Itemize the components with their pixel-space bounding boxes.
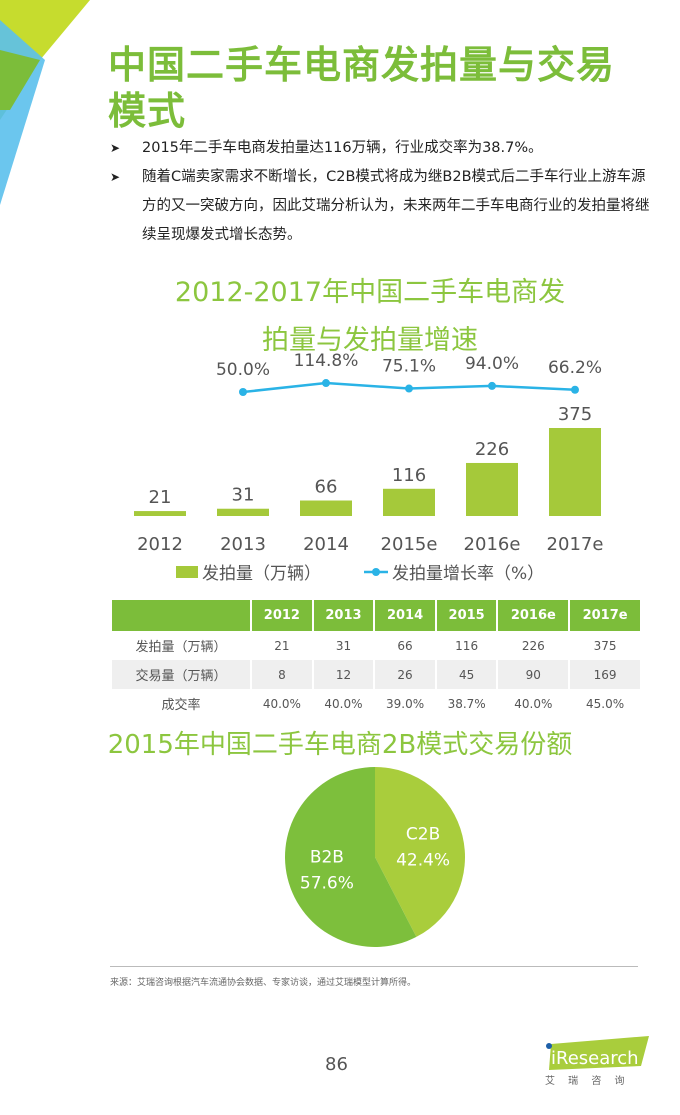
legend-bar-label: 发拍量（万辆） — [202, 564, 321, 584]
table-cell: 66 — [397, 638, 413, 653]
table-header: 2016e — [498, 600, 569, 631]
legend-line-marker — [372, 568, 380, 576]
data-table: 2012 2013 2014 2015 2016e 2017e 发拍量（万辆） 2… — [110, 600, 642, 718]
chart-title-line2: 拍量与发拍量增速 — [262, 325, 478, 356]
divider — [110, 966, 638, 967]
table-cell: 31 — [335, 638, 352, 653]
x-tick-label: 2014 — [303, 534, 349, 555]
table-header: 2015 — [436, 600, 497, 631]
growth-point — [322, 379, 330, 388]
chart-title-line1: 2012-2017年中国二手车电商发 — [174, 277, 566, 308]
table-header-blank — [112, 600, 251, 631]
row-header: 发拍量（万辆） — [135, 640, 227, 655]
table-row: 交易量（万辆） 8 12 26 45 90 169 — [112, 660, 640, 689]
table-cell: 45 — [436, 660, 497, 689]
growth-point — [405, 384, 413, 393]
arrow-right-icon: ➤ — [110, 141, 121, 155]
table-header: 2014 — [375, 600, 435, 631]
table-header: 2017e — [570, 600, 640, 631]
growth-label: 66.2% — [548, 358, 602, 378]
growth-point — [239, 388, 247, 396]
bullet-item: ➤ 随着C端卖家需求不断增长，C2B模式将成为继B2B模式后二手车行业上游车源方的… — [110, 163, 650, 250]
page-title: 中国二手车电商发拍量与交易模式 — [108, 43, 616, 133]
bar-label: 116 — [392, 465, 426, 486]
pie-slice-label: 57.6% — [300, 874, 354, 894]
growth-label: 50.0% — [216, 360, 270, 380]
table-cell: 40.0% — [262, 696, 301, 711]
table-row: 发拍量（万辆） 21 31 66 116 226 375 — [112, 631, 640, 660]
bar-label: 226 — [475, 439, 509, 460]
pie-title: 2015年中国二手车电商2B模式交易份额 — [107, 730, 573, 760]
table-cell: 375 — [593, 638, 617, 653]
table-header: 2012 — [252, 600, 312, 631]
bar-label: 31 — [232, 485, 255, 506]
bar — [217, 508, 269, 516]
x-tick-label: 2015e — [381, 534, 438, 555]
bar-line-chart: 21 2012 31 2013 66 2014 116 2015e 226 2016e 375 201… — [134, 351, 604, 584]
arrow-right-icon: ➤ — [110, 170, 121, 184]
bar — [466, 462, 518, 516]
table-cell: 169 — [570, 660, 640, 689]
pie-chart: C2B 42.4% B2B 57.6% — [285, 767, 465, 947]
x-tick-label: 2016e — [464, 534, 521, 555]
bullet-item: ➤ 2015年二手车电商发拍量达116万辆，行业成交率为38.7%。 — [110, 134, 650, 163]
bullet-text: 随着C端卖家需求不断增长，C2B模式将成为继B2B模式后二手车行业上游车源方的又… — [142, 169, 650, 243]
table-row: 成交率 40.0% 40.0% 39.0% 38.7% 40.0% 45.0% — [112, 689, 640, 718]
pie-slice-label: 42.4% — [396, 850, 450, 870]
bullet-text: 2015年二手车电商发拍量达116万辆，行业成交率为38.7%。 — [142, 140, 543, 156]
x-tick-label: 2012 — [137, 534, 183, 555]
pie-slice-b2b — [285, 767, 417, 947]
bar-label: 21 — [149, 487, 172, 508]
bar — [549, 428, 601, 516]
table-cell: 40.0% — [514, 696, 553, 711]
bar — [134, 511, 186, 516]
legend-bar-swatch — [176, 566, 198, 578]
x-tick-label: 2013 — [220, 534, 266, 555]
row-header: 成交率 — [161, 698, 201, 713]
iresearch-logo: iResearch 艾 瑞 咨 询 — [543, 1036, 651, 1090]
table-cell: 45.0% — [586, 696, 625, 711]
bar — [300, 500, 352, 516]
bullet-list: ➤ 2015年二手车电商发拍量达116万辆，行业成交率为38.7%。 ➤ 随着C端卖… — [110, 134, 650, 250]
table-cell: 226 — [521, 638, 545, 653]
table-cell: 90 — [498, 660, 569, 689]
table-header: 2013 — [313, 600, 374, 631]
bar-label: 375 — [558, 404, 592, 425]
bar-label: 66 — [315, 477, 338, 498]
growth-point — [571, 385, 579, 394]
table-cell: 12 — [313, 660, 374, 689]
source-note: 来源：艾瑞咨询根据汽车流通协会数据、专家访谈，通过艾瑞模型计算所得。 — [110, 978, 417, 988]
bar — [383, 488, 435, 516]
corner-decoration — [0, 0, 90, 205]
table-cell: 40.0% — [324, 696, 363, 711]
pie-slice-name: B2B — [310, 848, 344, 868]
table-cell: 8 — [252, 660, 312, 689]
row-header: 交易量（万辆） — [112, 660, 251, 689]
growth-label: 75.1% — [382, 357, 436, 377]
table-cell: 38.7% — [447, 696, 486, 711]
legend-line-label: 发拍量增长率（%） — [392, 564, 544, 584]
pie-slice-c2b — [375, 767, 465, 937]
svg-text:艾 瑞 咨 询: 艾 瑞 咨 询 — [545, 1074, 630, 1086]
table-cell: 39.0% — [385, 696, 425, 711]
x-tick-label: 2017e — [547, 534, 604, 555]
growth-label: 114.8% — [294, 351, 359, 371]
table-cell: 21 — [274, 638, 290, 653]
pie-slice-name: C2B — [406, 824, 440, 844]
svg-text:iResearch: iResearch — [551, 1048, 639, 1069]
growth-label: 94.0% — [465, 354, 519, 374]
page-number: 86 — [325, 1054, 348, 1075]
growth-point — [488, 381, 496, 390]
table-cell: 116 — [455, 638, 479, 653]
table-cell: 26 — [375, 660, 435, 689]
